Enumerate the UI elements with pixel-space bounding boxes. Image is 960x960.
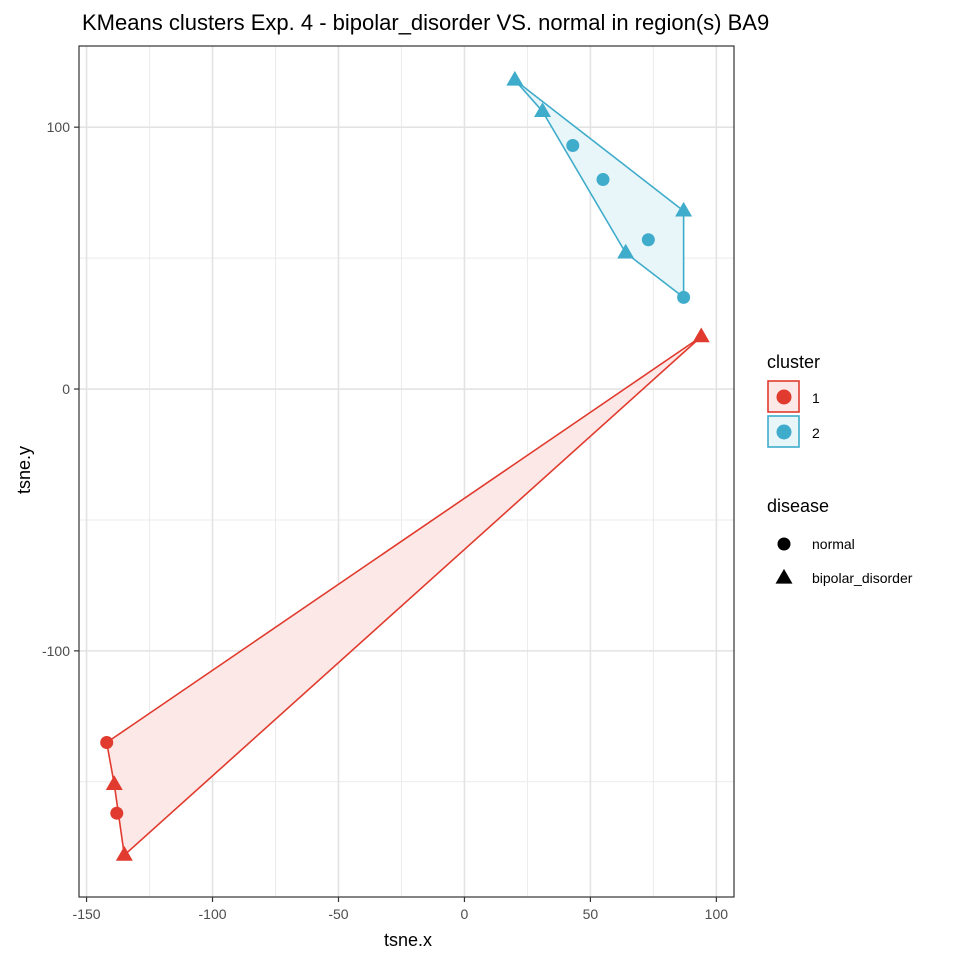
x-tick-label: 50 [583, 906, 599, 922]
point-cluster-1-normal [100, 736, 114, 750]
y-tick-label: 0 [62, 381, 70, 397]
chart-title: KMeans clusters Exp. 4 - bipolar_disorde… [82, 10, 769, 35]
y-axis-title: tsne.y [14, 446, 34, 494]
legend-shape-bipolar_disorder [775, 568, 793, 584]
point-cluster-2-bipolar [534, 102, 552, 118]
point-cluster-2-normal [566, 139, 580, 153]
x-axis-title: tsne.x [384, 930, 432, 950]
plot-frame [78, 45, 735, 898]
legend: cluster disease 1 2 normal bipolar_disorder [767, 352, 913, 586]
plot-border [78, 45, 735, 898]
x-tick-label: -100 [199, 906, 227, 922]
point-cluster-2-normal [677, 290, 691, 304]
x-tick-label: 100 [705, 906, 729, 922]
x-tick-label: -150 [73, 906, 101, 922]
point-cluster-2-bipolar [675, 201, 693, 217]
legend-dot-cluster-1 [776, 389, 792, 405]
y-axis-ticks: -100 0 100 [42, 119, 79, 659]
point-cluster-2-normal [641, 233, 655, 247]
point-cluster-1-bipolar [105, 775, 123, 791]
point-cluster-2-normal [596, 173, 610, 187]
legend-label-cluster-1: 1 [812, 390, 820, 406]
point-cluster-1-bipolar [115, 845, 133, 861]
x-tick-label: 0 [461, 906, 469, 922]
legend-label-bipolar_disorder: bipolar_disorder [812, 570, 913, 586]
point-cluster-2-bipolar [506, 70, 524, 86]
data-points [100, 70, 710, 861]
legend-dot-cluster-2 [776, 424, 792, 440]
y-tick-label: -100 [42, 643, 70, 659]
point-cluster-2-bipolar [617, 243, 635, 259]
x-tick-label: -50 [328, 906, 348, 922]
legend-label-cluster-2: 2 [812, 425, 820, 441]
legend-shape-normal [777, 537, 791, 551]
point-cluster-1-normal [110, 806, 124, 820]
x-axis-ticks: -150 -100 -50 0 50 100 [73, 897, 729, 922]
cluster-hull-2 [514, 79, 685, 299]
legend-label-normal: normal [812, 536, 855, 552]
y-tick-label: 100 [47, 119, 71, 135]
legend-cluster-title: cluster [767, 352, 820, 372]
legend-disease-title: disease [767, 496, 829, 516]
point-cluster-1-bipolar [692, 327, 710, 343]
